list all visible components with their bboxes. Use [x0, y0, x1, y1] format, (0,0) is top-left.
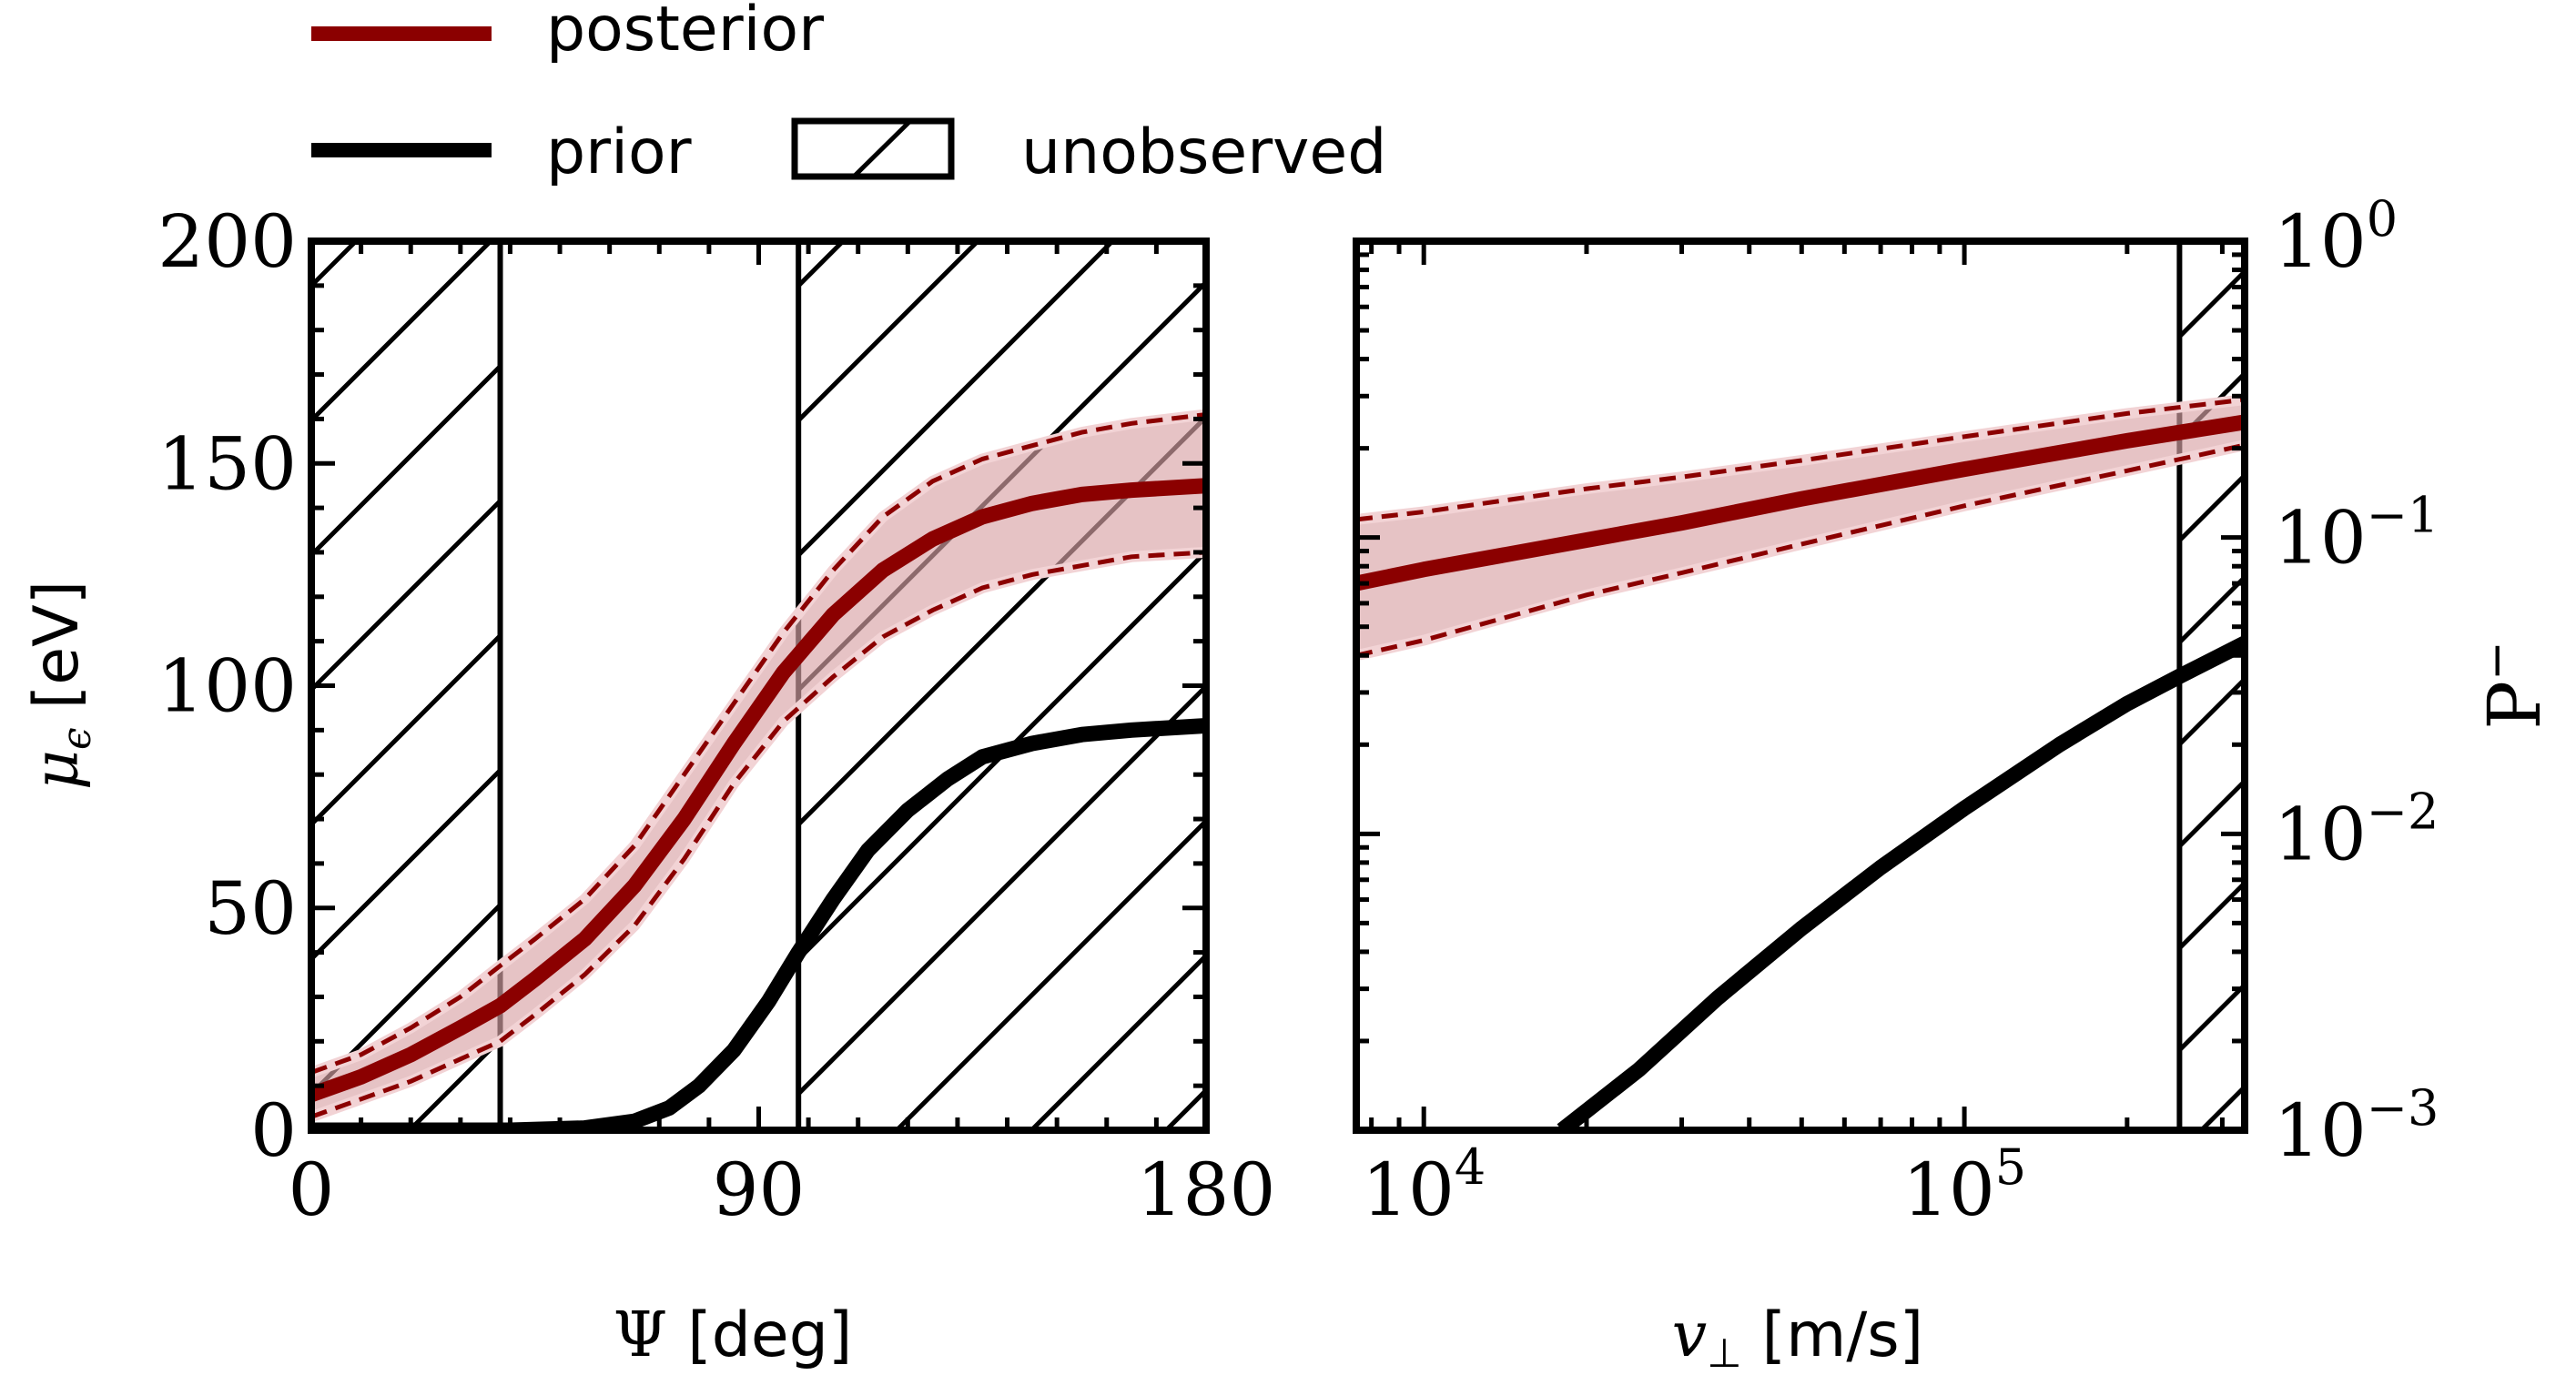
l-y-tick-label: 150: [157, 421, 297, 506]
legend-posterior-label: posterior: [546, 0, 824, 66]
legend: posterior prior unobserved: [311, 0, 1386, 188]
l-x-tick-label: 0: [289, 1148, 335, 1232]
l-y-tick-label: 0: [250, 1088, 297, 1173]
l-posterior-upper-bound: [311, 412, 1206, 1075]
right-series-lines: [1356, 414, 2245, 1130]
r-posterior-line: [1356, 414, 2245, 591]
r-x-tick-label: 104: [1362, 1138, 1486, 1232]
left-posterior-band: [311, 409, 1206, 1122]
l-x-tick-label: 180: [1137, 1148, 1276, 1232]
left-tick-labels: 0 90 180 0 50 100 150 200: [157, 199, 1275, 1232]
left-y-axis-label: μϵ[eV]: [21, 581, 100, 790]
left-series-lines: [311, 478, 1206, 1130]
right-unobserved-regions: [2176, 241, 2245, 1130]
r-posterior-lower-bound: [1356, 442, 2245, 658]
r-unobserved-region-0: [2176, 241, 2245, 1130]
l-y-tick-label: 200: [157, 199, 297, 284]
l-posterior-line: [311, 478, 1206, 1102]
right-tick-labels: 104 105 10−3 10−2 10−1 100: [1362, 190, 2439, 1232]
l-x-tick-label: 90: [713, 1148, 806, 1232]
l-y-tick-label: 100: [157, 644, 297, 729]
r-y-tick-label: 10−3: [2274, 1079, 2439, 1173]
left-plot-frame: [308, 238, 1210, 1134]
left-x-axis-label: Ψ [deg]: [614, 1299, 853, 1371]
r-y-tick-label: 10−2: [2274, 783, 2439, 876]
legend-prior-label: prior: [546, 116, 692, 188]
r-y-tick-label: 10−1: [2274, 487, 2439, 581]
r-y-tick-label: 100: [2274, 190, 2398, 284]
right-y-axis-label: P−: [2470, 641, 2557, 729]
right-plot-frame: [1353, 238, 2248, 1134]
legend-unobserved-swatch: [791, 117, 955, 180]
r-x-tick-label: 105: [1902, 1138, 2026, 1232]
r-posterior-upper-bound: [1356, 397, 2245, 522]
l-y-tick-label: 50: [204, 866, 297, 951]
l-posterior-lower-bound: [311, 550, 1206, 1119]
right-ticks: [1356, 238, 2245, 1133]
r-prior-line: [1557, 636, 2245, 1130]
right-x-axis-label: v⊥ [m/s]: [1672, 1299, 1923, 1375]
legend-unobserved-label: unobserved: [1021, 116, 1386, 188]
